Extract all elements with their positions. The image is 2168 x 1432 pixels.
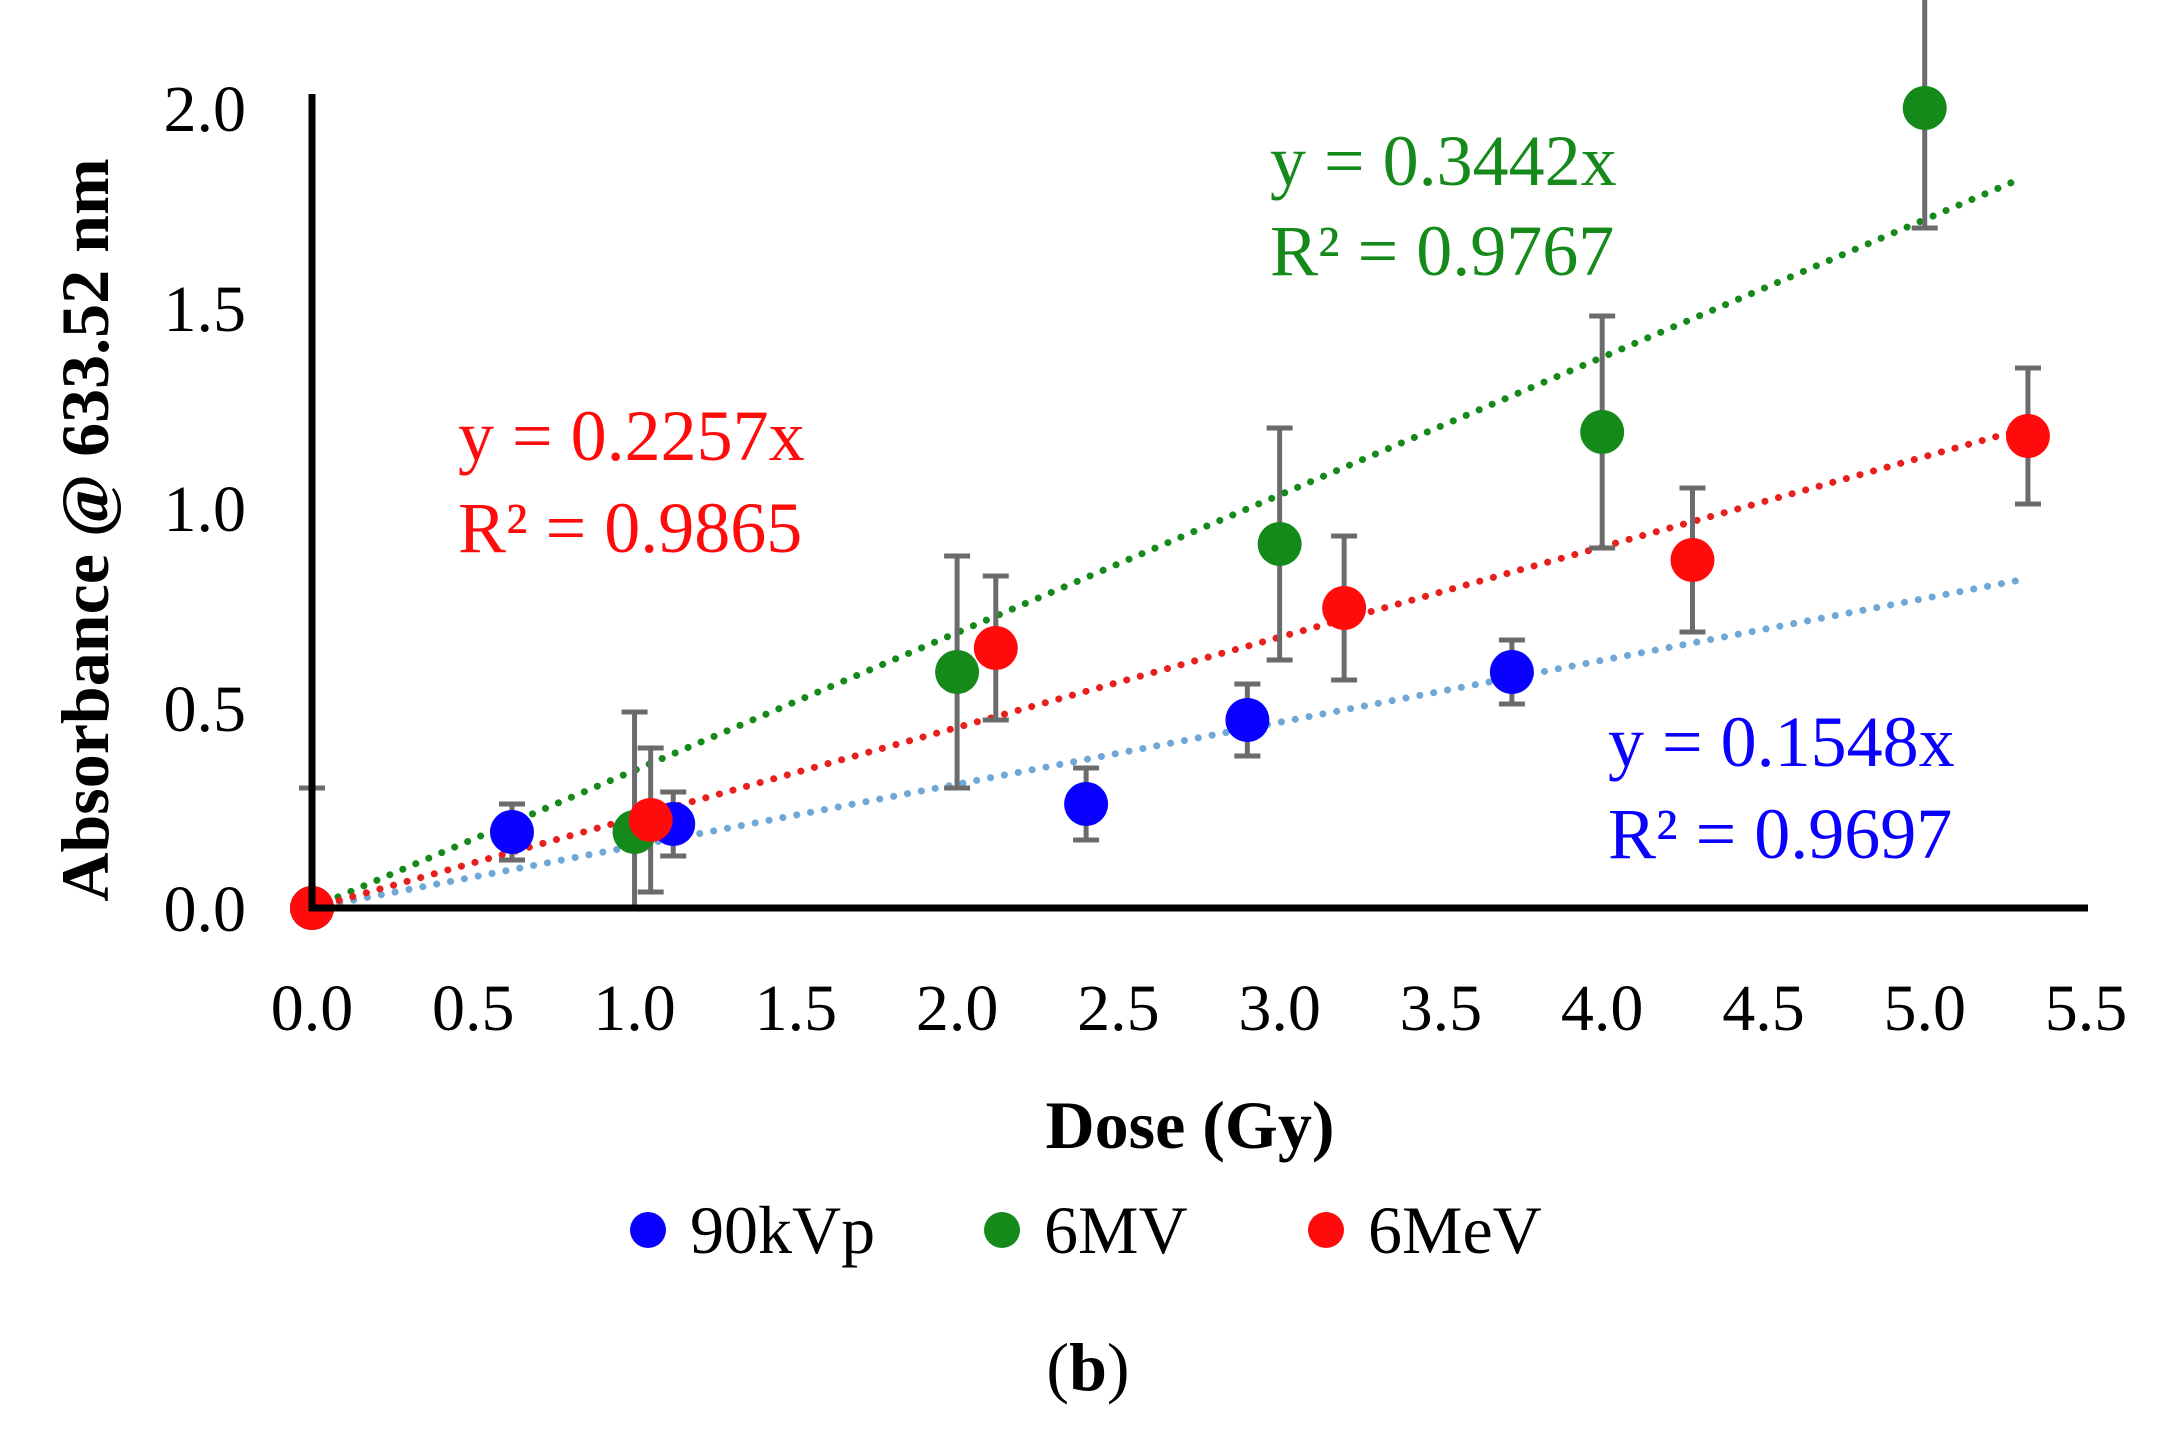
- legend-label-6mv: 6MV: [1044, 1192, 1188, 1268]
- data-point-6mv: [1902, 86, 1947, 130]
- y-tick-label: 2.0: [164, 73, 247, 146]
- data-point-6mev: [2005, 414, 2050, 458]
- legend-item-6mv: 6MV: [984, 1192, 1188, 1268]
- legend: 90kVp 6MV 6MeV: [630, 1192, 1542, 1268]
- legend-item-90kvp: 90kVp: [630, 1192, 875, 1268]
- legend-label-90kvp: 90kVp: [690, 1192, 875, 1268]
- x-tick-label: 0.5: [432, 972, 515, 1045]
- x-tick-label: 4.5: [1722, 972, 1805, 1045]
- data-point-6mv: [1580, 410, 1625, 454]
- data-point-layer: [290, 86, 2050, 930]
- data-point-6mev: [1322, 586, 1367, 630]
- x-tick-labels: 0.0 0.5 1.0 1.5 2.0 2.5 3.0 3.5 4.0 4.5 5.0 5.5: [271, 972, 2128, 1045]
- data-point-6mev: [1670, 538, 1715, 582]
- data-point-90kvp: [1225, 698, 1270, 742]
- x-tick-label: 3.0: [1238, 972, 1321, 1045]
- y-tick-label: 1.5: [164, 273, 247, 346]
- legend-marker-6mv: [984, 1212, 1020, 1248]
- x-tick-label: 5.0: [1883, 972, 1966, 1045]
- trendline-layer: [308, 174, 2025, 912]
- data-point-6mev: [973, 626, 1018, 670]
- x-tick-label: 2.5: [1077, 972, 1160, 1045]
- y-tick-label: 1.0: [164, 473, 247, 546]
- data-point-6mv: [935, 650, 980, 694]
- x-tick-label: 0.0: [271, 972, 354, 1045]
- x-tick-label: 2.0: [916, 972, 999, 1045]
- trendline-6mv: [308, 174, 2025, 912]
- legend-marker-6mev: [1308, 1212, 1344, 1248]
- r2-6mev: R² = 0.9865: [458, 488, 802, 568]
- equation-6mev: y = 0.2257x: [458, 396, 805, 476]
- y-axis-title: Absorbance @ 633.52 nm: [47, 158, 123, 901]
- legend-marker-90kvp: [630, 1212, 666, 1248]
- y-tick-label: 0.0: [164, 873, 247, 946]
- y-tick-label: 0.5: [164, 673, 247, 746]
- equation-6mv: y = 0.3442x: [1270, 121, 1617, 201]
- trendline-90kvp: [308, 576, 2025, 912]
- equation-90kvp: y = 0.1548x: [1608, 702, 1955, 782]
- data-point-90kvp: [1064, 782, 1109, 826]
- y-tick-labels: 0.0 0.5 1.0 1.5 2.0: [164, 73, 247, 946]
- data-point-6mev: [628, 798, 673, 842]
- trendline-6mev: [308, 426, 2025, 912]
- panel-label: (b): [1046, 1329, 1129, 1405]
- x-tick-label: 1.0: [593, 972, 676, 1045]
- legend-item-6mev: 6MeV: [1308, 1192, 1542, 1268]
- r2-90kvp: R² = 0.9697: [1608, 794, 1952, 874]
- data-point-6mv: [1257, 522, 1302, 566]
- r2-6mv: R² = 0.9767: [1270, 211, 1614, 291]
- data-point-90kvp: [1489, 650, 1534, 694]
- data-point-90kvp: [489, 810, 534, 854]
- legend-label-6mev: 6MeV: [1368, 1192, 1542, 1268]
- x-tick-label: 3.5: [1400, 972, 1483, 1045]
- x-tick-label: 1.5: [755, 972, 838, 1045]
- x-tick-label: 4.0: [1561, 972, 1644, 1045]
- x-axis-title: Dose (Gy): [1046, 1087, 1335, 1163]
- x-tick-label: 5.5: [2045, 972, 2128, 1045]
